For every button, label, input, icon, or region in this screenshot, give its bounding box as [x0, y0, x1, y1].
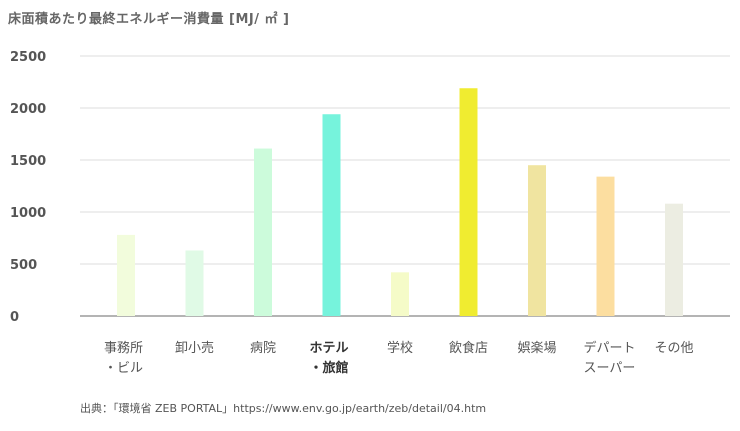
bar — [596, 176, 615, 316]
x-tick-label: スーパー — [584, 361, 636, 376]
bar — [665, 203, 683, 316]
x-tick-label: 病院 — [250, 341, 276, 356]
x-tick-label: 娯楽場 — [517, 340, 556, 356]
x-tick-label: ・旅館 — [310, 360, 349, 376]
x-tick-label: 学校 — [387, 340, 413, 356]
bar — [254, 148, 272, 316]
y-tick-label: 2500 — [10, 50, 46, 65]
chart-title: 床面積あたり最終エネルギー消費量 [MJ/ ㎡ ] — [8, 12, 290, 27]
x-tick-label: ・ビル — [104, 361, 143, 376]
x-tick-label: 飲食店 — [449, 340, 488, 356]
x-tick-label: デパート — [584, 340, 636, 356]
y-tick-label: 500 — [10, 258, 37, 273]
x-tick-label: 事務所 — [104, 341, 143, 356]
y-tick-label: 1500 — [10, 154, 46, 169]
x-tick-label: ホテル — [310, 341, 349, 356]
bar — [391, 272, 409, 316]
bars — [117, 88, 683, 317]
x-tick-label: 卸小売 — [175, 340, 214, 356]
y-tick-label: 1000 — [10, 206, 46, 221]
bar — [322, 114, 341, 317]
y-tick-label: 0 — [10, 310, 19, 325]
bar — [117, 234, 135, 316]
bar — [185, 250, 204, 316]
bar — [459, 88, 478, 317]
y-tick-label: 2000 — [10, 102, 46, 117]
y-axis-ticks: 0 500 1000 1500 2000 2500 — [10, 50, 46, 325]
bar — [528, 165, 546, 316]
x-tick-label: その他 — [654, 341, 693, 356]
source-note: 出典：「環境省 ZEB PORTAL」https://www.env.go.jp… — [80, 402, 487, 415]
